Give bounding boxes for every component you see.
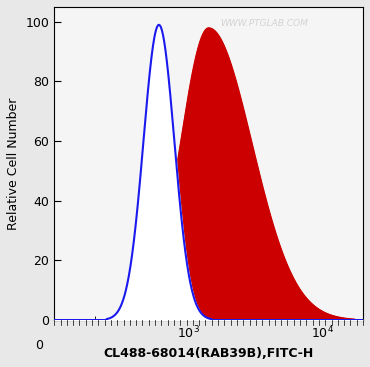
Text: WWW.PTGLAB.COM: WWW.PTGLAB.COM [220,19,308,29]
X-axis label: CL488-68014(RAB39B),FITC-H: CL488-68014(RAB39B),FITC-H [104,347,314,360]
Y-axis label: Relative Cell Number: Relative Cell Number [7,97,20,230]
Text: 0: 0 [35,339,43,352]
